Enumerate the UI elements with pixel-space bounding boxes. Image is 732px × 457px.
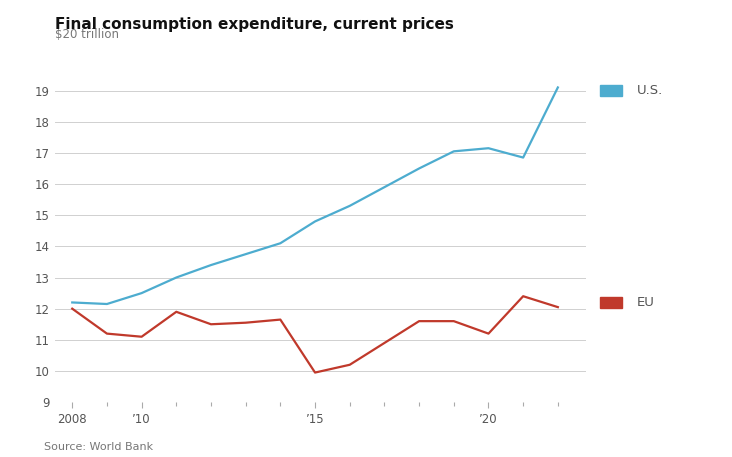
Text: Final consumption expenditure, current prices: Final consumption expenditure, current p… (55, 17, 454, 32)
Text: U.S.: U.S. (637, 84, 663, 97)
Text: $20 trillion: $20 trillion (55, 27, 119, 41)
Text: Source: World Bank: Source: World Bank (44, 442, 153, 452)
Text: EU: EU (637, 296, 654, 309)
